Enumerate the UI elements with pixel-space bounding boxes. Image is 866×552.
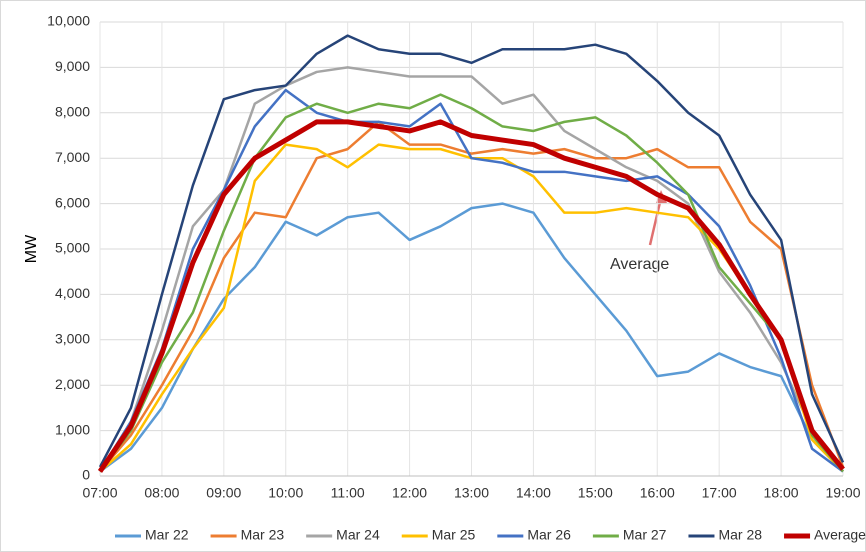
y-tick-label: 4,000 (55, 285, 90, 301)
legend-label: Mar 26 (527, 527, 571, 543)
legend-label: Mar 22 (145, 527, 189, 543)
legend-label: Average (814, 527, 866, 543)
y-axis-label: MW (23, 234, 40, 263)
x-tick-label: 11:00 (331, 485, 365, 501)
x-tick-label: 17:00 (702, 485, 737, 501)
series-line (97, 119, 845, 473)
x-tick-label: 09:00 (206, 485, 241, 501)
legend-label: Mar 24 (336, 527, 380, 543)
y-tick-label: 6,000 (55, 194, 90, 210)
legend-label: Mar 25 (432, 527, 476, 543)
y-tick-label: 3,000 (55, 331, 90, 347)
y-tick-label: 5,000 (55, 240, 90, 256)
x-tick-label: 07:00 (82, 485, 117, 501)
x-tick-label: 10:00 (268, 485, 303, 501)
x-tick-label: 18:00 (764, 485, 799, 501)
series-line (98, 34, 845, 468)
x-tick-label: 08:00 (144, 485, 179, 501)
y-tick-label: 7,000 (55, 149, 90, 165)
x-tick-label: 14:00 (516, 485, 551, 501)
y-tick-label: 8,000 (55, 104, 90, 120)
y-tick-label: 2,000 (55, 376, 90, 392)
series-line (99, 120, 845, 473)
x-tick-label: 12:00 (392, 485, 427, 501)
legend-label: Mar 23 (241, 527, 285, 543)
series-line (98, 88, 844, 473)
annotation-arrow (648, 197, 663, 246)
x-tick-label: 13:00 (454, 485, 489, 501)
y-tick-label: 9,000 (55, 58, 90, 74)
x-tick-label: 16:00 (640, 485, 675, 501)
annotation: Average (610, 256, 669, 273)
y-tick-label: 1,000 (55, 421, 90, 437)
legend-label: Mar 27 (623, 527, 667, 543)
x-tick-label: 15:00 (578, 485, 613, 501)
legend-label: Mar 28 (718, 527, 762, 543)
series-line (99, 202, 844, 473)
y-tick-label: 10,000 (47, 13, 90, 29)
x-tick-label: 19:00 (825, 485, 860, 501)
y-tick-label: 0 (82, 467, 90, 483)
series-line (99, 93, 844, 473)
